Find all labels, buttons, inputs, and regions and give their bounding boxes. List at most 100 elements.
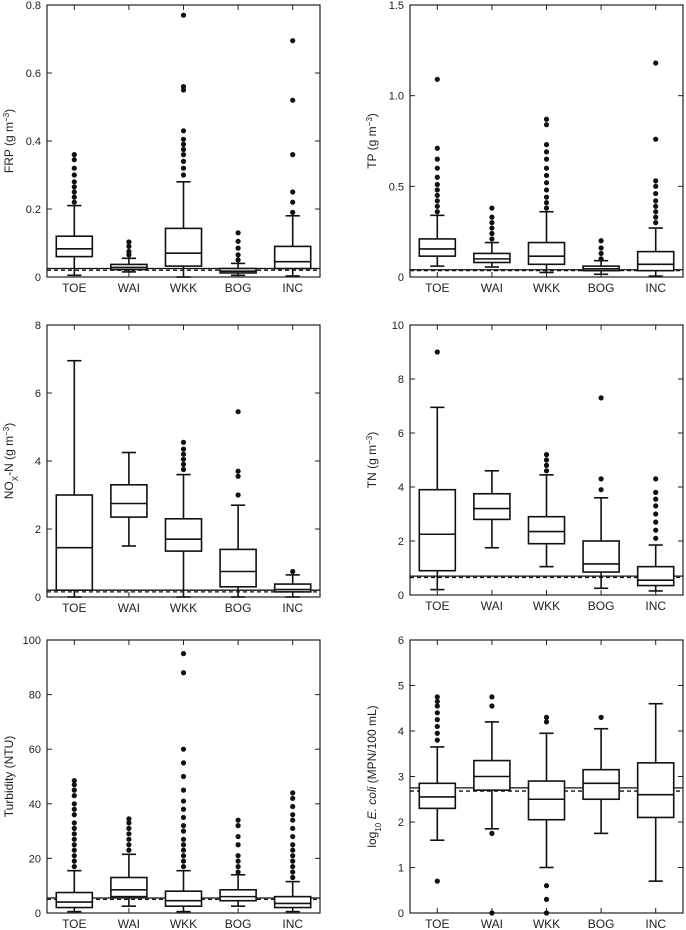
- outlier-point: [434, 145, 440, 151]
- outlier-point: [489, 910, 495, 916]
- outlier-point: [434, 76, 440, 82]
- y-tick-label: 4: [398, 482, 404, 494]
- outlier-point: [180, 146, 187, 153]
- box-iqr: [55, 235, 94, 258]
- box-iqr: [636, 250, 675, 272]
- outlier-point: [71, 152, 77, 158]
- y-axis-label: FRP (g m−3): [2, 109, 17, 173]
- box-iqr: [418, 238, 457, 257]
- outlier-point: [543, 165, 550, 171]
- x-tick-label: BOG: [588, 599, 615, 613]
- box-WKK: [527, 452, 566, 568]
- outlier-point: [598, 250, 604, 257]
- box-TOE: [418, 694, 457, 884]
- outlier-point: [290, 842, 296, 848]
- box-iqr: [418, 782, 457, 810]
- x-tick-label: INC: [645, 599, 666, 613]
- outlier-point: [543, 156, 550, 162]
- y-axis-label: TN (g m−3): [365, 432, 380, 488]
- outlier-point: [180, 172, 187, 178]
- outlier-point: [434, 198, 440, 204]
- outlier-point: [290, 152, 296, 158]
- outlier-point: [543, 719, 550, 725]
- box-INC: [636, 702, 675, 882]
- outlier-point: [235, 817, 241, 823]
- outlier-point: [489, 220, 495, 226]
- outlier-point: [180, 863, 187, 870]
- outlier-point: [598, 238, 604, 244]
- y-tick-label: 0: [35, 592, 41, 604]
- y-axis-label-part: −3: [2, 112, 11, 122]
- y-tick-label: 100: [23, 635, 41, 647]
- outlier-point: [653, 503, 659, 509]
- outlier-point: [489, 830, 495, 836]
- y-axis-label: Turbidity (NTU): [2, 736, 16, 818]
- outlier-point: [235, 468, 241, 474]
- box-WKK: [164, 439, 203, 598]
- outlier-point: [180, 823, 187, 829]
- outlier-point: [180, 456, 187, 462]
- outlier-point: [653, 190, 659, 197]
- box-INC: [273, 568, 312, 598]
- outlier-point: [290, 847, 296, 853]
- panel-5: 0 20 40 60 80 100 TOE WAI WKK BOG INC Turbidity (NT…: [2, 635, 321, 930]
- outlier-point: [71, 858, 77, 864]
- y-axis-label-part: FRP (g m: [2, 122, 16, 173]
- y-axis-label-part: 10: [374, 822, 383, 831]
- outlier-point: [71, 831, 77, 837]
- outlier-point: [489, 230, 495, 237]
- outlier-point: [235, 238, 241, 244]
- x-tick-label: WAI: [118, 281, 140, 295]
- outlier-point: [71, 157, 77, 163]
- outlier-point: [543, 194, 550, 200]
- box-TOE: [55, 359, 94, 598]
- outlier-point: [543, 200, 550, 206]
- box-iqr: [636, 565, 675, 587]
- outlier-point: [434, 717, 440, 723]
- box-WAI: [473, 469, 511, 549]
- outlier-point: [434, 710, 440, 716]
- x-tick-label: TOE: [425, 599, 449, 613]
- box-TOE: [55, 777, 94, 913]
- outlier-point: [180, 466, 187, 473]
- y-axis-label: log10 E. coli (MPN/100 mL): [365, 705, 383, 847]
- outlier-point: [543, 452, 550, 458]
- box-WAI: [110, 451, 148, 547]
- outlier-point: [180, 84, 187, 90]
- box-iqr: [55, 494, 94, 591]
- outlier-point: [290, 863, 296, 870]
- outlier-point: [180, 853, 187, 859]
- x-tick-label: INC: [282, 917, 303, 930]
- y-tick-label: 6: [35, 388, 41, 400]
- outlier-point: [543, 149, 550, 155]
- outlier-point: [290, 817, 296, 823]
- outlier-point: [434, 730, 440, 736]
- outlier-point: [290, 853, 296, 859]
- outlier-point: [180, 798, 187, 804]
- box-iqr: [273, 583, 312, 593]
- box-INC: [636, 476, 675, 592]
- outlier-point: [290, 97, 296, 103]
- outlier-point: [434, 694, 440, 700]
- outlier-point: [180, 141, 187, 147]
- outlier-point: [434, 698, 440, 705]
- x-tick-label: WAI: [118, 601, 140, 615]
- outlier-point: [543, 187, 550, 193]
- y-tick-label: 0: [398, 908, 404, 920]
- outlier-point: [71, 825, 77, 831]
- outlier-point: [180, 152, 187, 158]
- outlier-point: [489, 205, 495, 211]
- x-tick-label: WKK: [170, 601, 197, 615]
- outlier-point: [290, 38, 296, 44]
- box-iqr: [164, 227, 203, 267]
- box-iqr: [527, 241, 566, 266]
- outlier-point: [71, 806, 77, 812]
- y-tick-label: 1.0: [389, 91, 404, 103]
- y-axis-label-part: log: [365, 832, 379, 848]
- outlier-point: [235, 858, 241, 864]
- outlier-point: [543, 142, 550, 148]
- y-tick-label: 0.2: [26, 204, 41, 216]
- outlier-point: [434, 203, 440, 209]
- box-WAI: [473, 205, 511, 268]
